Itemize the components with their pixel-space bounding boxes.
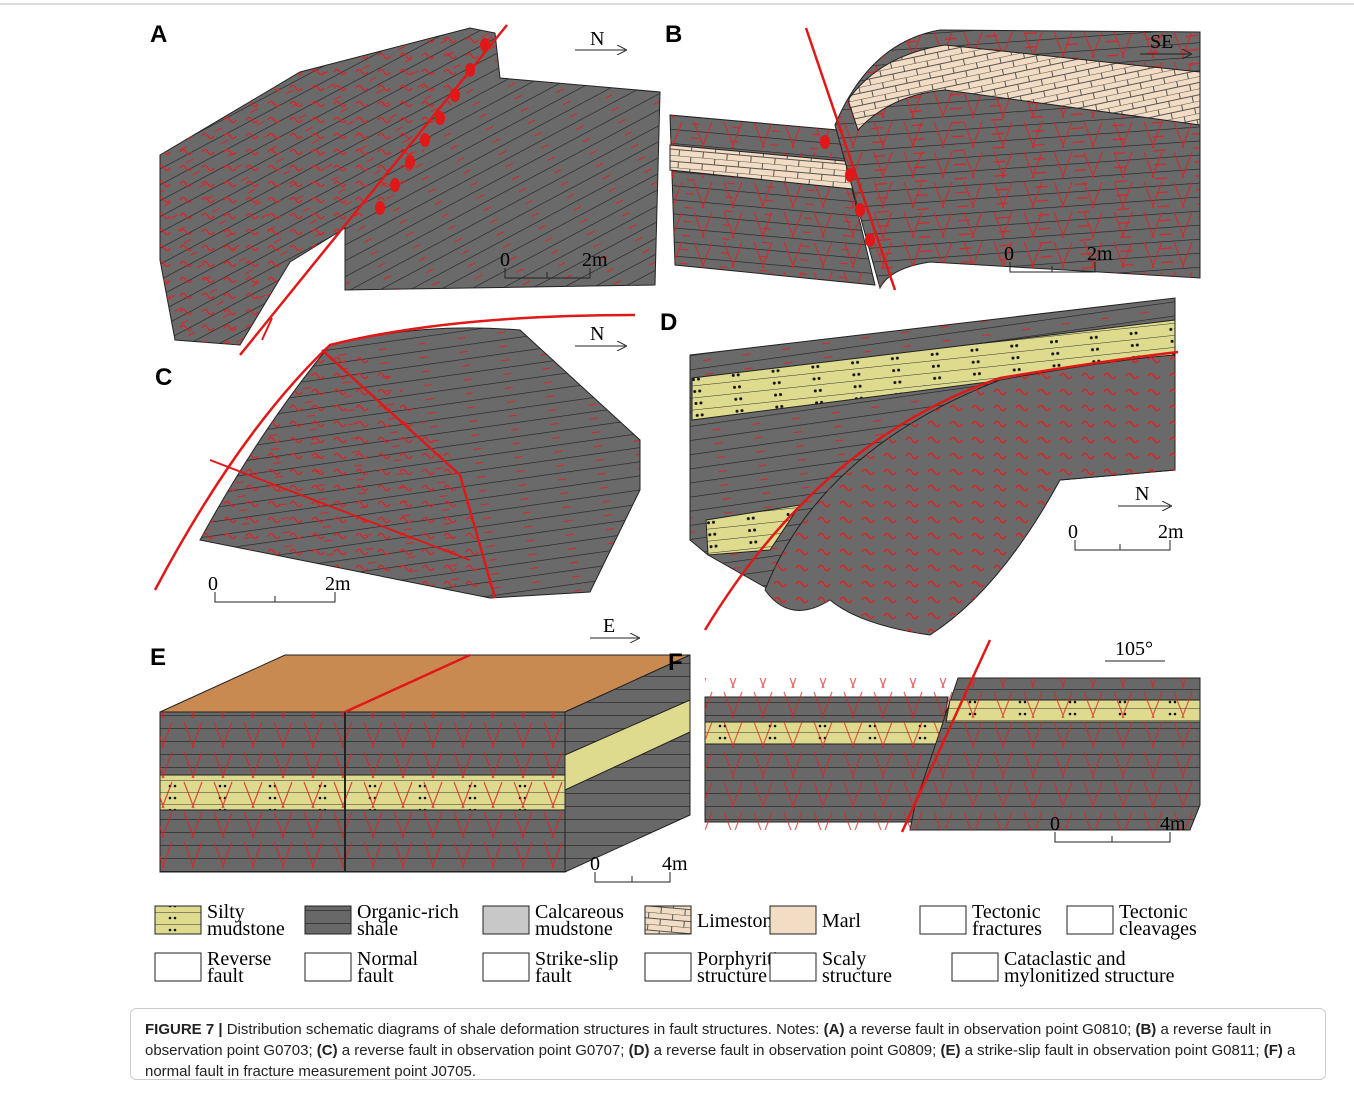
scale-start: 0 — [1068, 521, 1078, 543]
panel-label: D — [660, 309, 677, 336]
legend-icon — [305, 953, 351, 981]
scale-end: 2m — [582, 249, 608, 271]
figure: A N 0 2m B SE 0 2m C N 0 2m — [0, 0, 1354, 1000]
scale-end: 2m — [1158, 521, 1184, 543]
note-text: a strike-slip fault in observation point… — [965, 1042, 1260, 1059]
panel-a: A N 0 2m — [150, 21, 660, 355]
legend-label: structure — [822, 965, 892, 987]
legend-icon — [645, 953, 691, 981]
note-key: (E) — [940, 1042, 960, 1059]
direction-label: SE — [1150, 31, 1173, 53]
note-text: a reverse fault in observation point G07… — [342, 1042, 625, 1059]
note-key: (F) — [1264, 1042, 1283, 1059]
direction-label: E — [603, 615, 615, 637]
legend-label: fractures — [972, 918, 1042, 940]
legend-label: fault — [357, 965, 394, 987]
legend-icon — [155, 953, 201, 981]
scale-start: 0 — [590, 853, 600, 875]
caption-text: Distribution schematic diagrams of shale… — [227, 1021, 820, 1038]
scale-start: 0 — [1004, 243, 1014, 265]
legend-icon — [770, 906, 816, 934]
legend-label: fault — [535, 965, 572, 987]
direction-label: N — [590, 323, 604, 345]
legend-label: Marl — [822, 910, 861, 932]
legend-icon — [770, 953, 816, 981]
panel-c: C N 0 2m — [155, 315, 640, 602]
panel-label: E — [150, 644, 166, 671]
legend-icon — [1067, 906, 1113, 934]
direction-label: N — [1135, 483, 1149, 505]
page: A N 0 2m B SE 0 2m C N 0 2m — [0, 0, 1354, 1097]
legend-icon — [155, 906, 201, 934]
panel-label: F — [668, 649, 683, 676]
panel-e: E E 0 4m — [150, 615, 690, 882]
note-key: (D) — [629, 1042, 650, 1059]
legend-label: mudstone — [535, 918, 613, 940]
caption: FIGURE 7 | Distribution schematic diagra… — [130, 1008, 1326, 1080]
legend-icon — [483, 953, 529, 981]
legend-label: Limestone — [697, 910, 782, 932]
figure-label: FIGURE 7 | — [145, 1021, 223, 1038]
panel-label: C — [155, 364, 172, 391]
legend-label: mylonitized structure — [1004, 965, 1175, 987]
scale-start: 0 — [208, 573, 218, 595]
panel-b: B SE 0 2m — [665, 21, 1200, 290]
note-text: a reverse fault in observation point G08… — [654, 1042, 937, 1059]
note-text: a reverse fault in observation point G08… — [849, 1021, 1132, 1038]
scale-end: 2m — [1087, 243, 1113, 265]
legend-icon — [645, 906, 691, 934]
legend-label: cleavages — [1119, 918, 1197, 940]
legend-icon — [483, 906, 529, 934]
scale-start: 0 — [1050, 813, 1060, 835]
legend-label: structure — [697, 965, 767, 987]
legend-icon — [305, 906, 351, 934]
note-key: (A) — [824, 1021, 845, 1038]
panel-label: B — [665, 21, 682, 48]
legend: SiltymudstoneOrganic-richshaleCalcareous… — [155, 901, 1197, 987]
scale-end: 4m — [662, 853, 688, 875]
legend-label: shale — [357, 918, 398, 940]
legend-label: mudstone — [207, 918, 285, 940]
legend-icon — [952, 953, 998, 981]
legend-label: fault — [207, 965, 244, 987]
direction-label: N — [590, 28, 604, 50]
scale-end: 2m — [325, 573, 351, 595]
scale-end: 4m — [1160, 813, 1186, 835]
panel-d: D N 0 2m — [660, 298, 1184, 635]
panel-f: F 105° 0 4m — [668, 638, 1200, 842]
note-key: (B) — [1135, 1021, 1156, 1038]
scale-start: 0 — [500, 249, 510, 271]
panel-label: A — [150, 21, 167, 48]
direction-label: 105° — [1115, 638, 1153, 660]
legend-icon — [920, 906, 966, 934]
note-key: (C) — [317, 1042, 338, 1059]
